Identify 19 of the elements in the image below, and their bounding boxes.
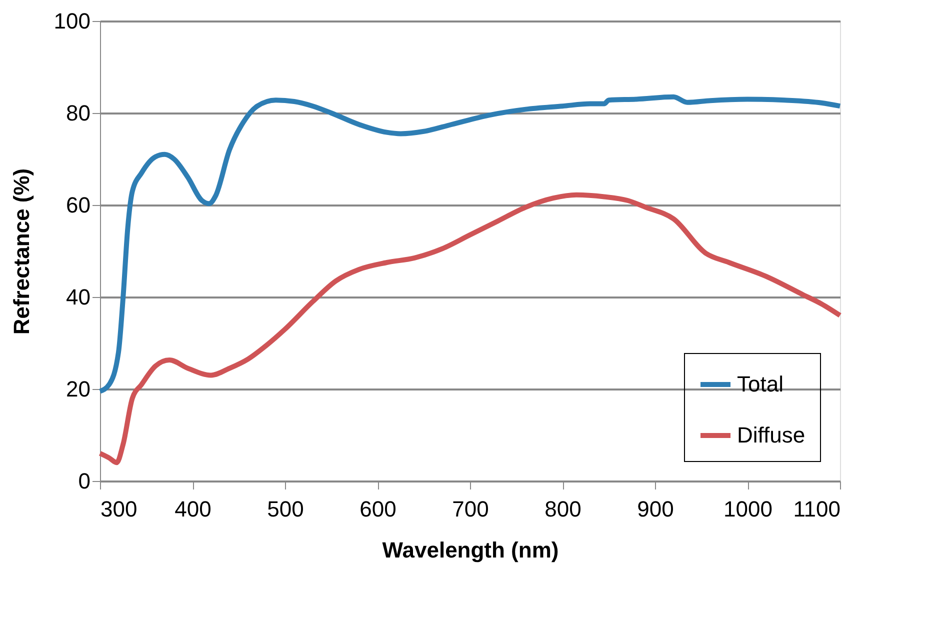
x-tick-label: 1000	[724, 496, 772, 522]
y-tick-label: 60	[66, 192, 90, 218]
legend-label: Total	[737, 372, 784, 396]
y-tick-label: 40	[66, 284, 90, 310]
y-tick-label: 0	[78, 468, 90, 494]
y-axis-title: Refrectance (%)	[8, 168, 34, 335]
x-tick-label: 500	[267, 496, 304, 522]
x-tick-label: 900	[637, 496, 674, 522]
x-tick-label: 400	[174, 496, 212, 522]
x-tick-label: 800	[544, 496, 582, 522]
x-tick-label: 600	[360, 496, 396, 522]
y-tick-label: 20	[66, 376, 90, 402]
legend-label: Diffuse	[737, 422, 806, 448]
x-tick-label: 700	[452, 496, 489, 522]
x-tick-label: 1100	[793, 496, 840, 522]
x-axis-title: Wavelength (nm)	[382, 538, 559, 562]
y-tick-label: 80	[66, 100, 90, 126]
y-tick-label: 100	[54, 8, 90, 34]
x-tick-label: 300	[100, 496, 138, 522]
